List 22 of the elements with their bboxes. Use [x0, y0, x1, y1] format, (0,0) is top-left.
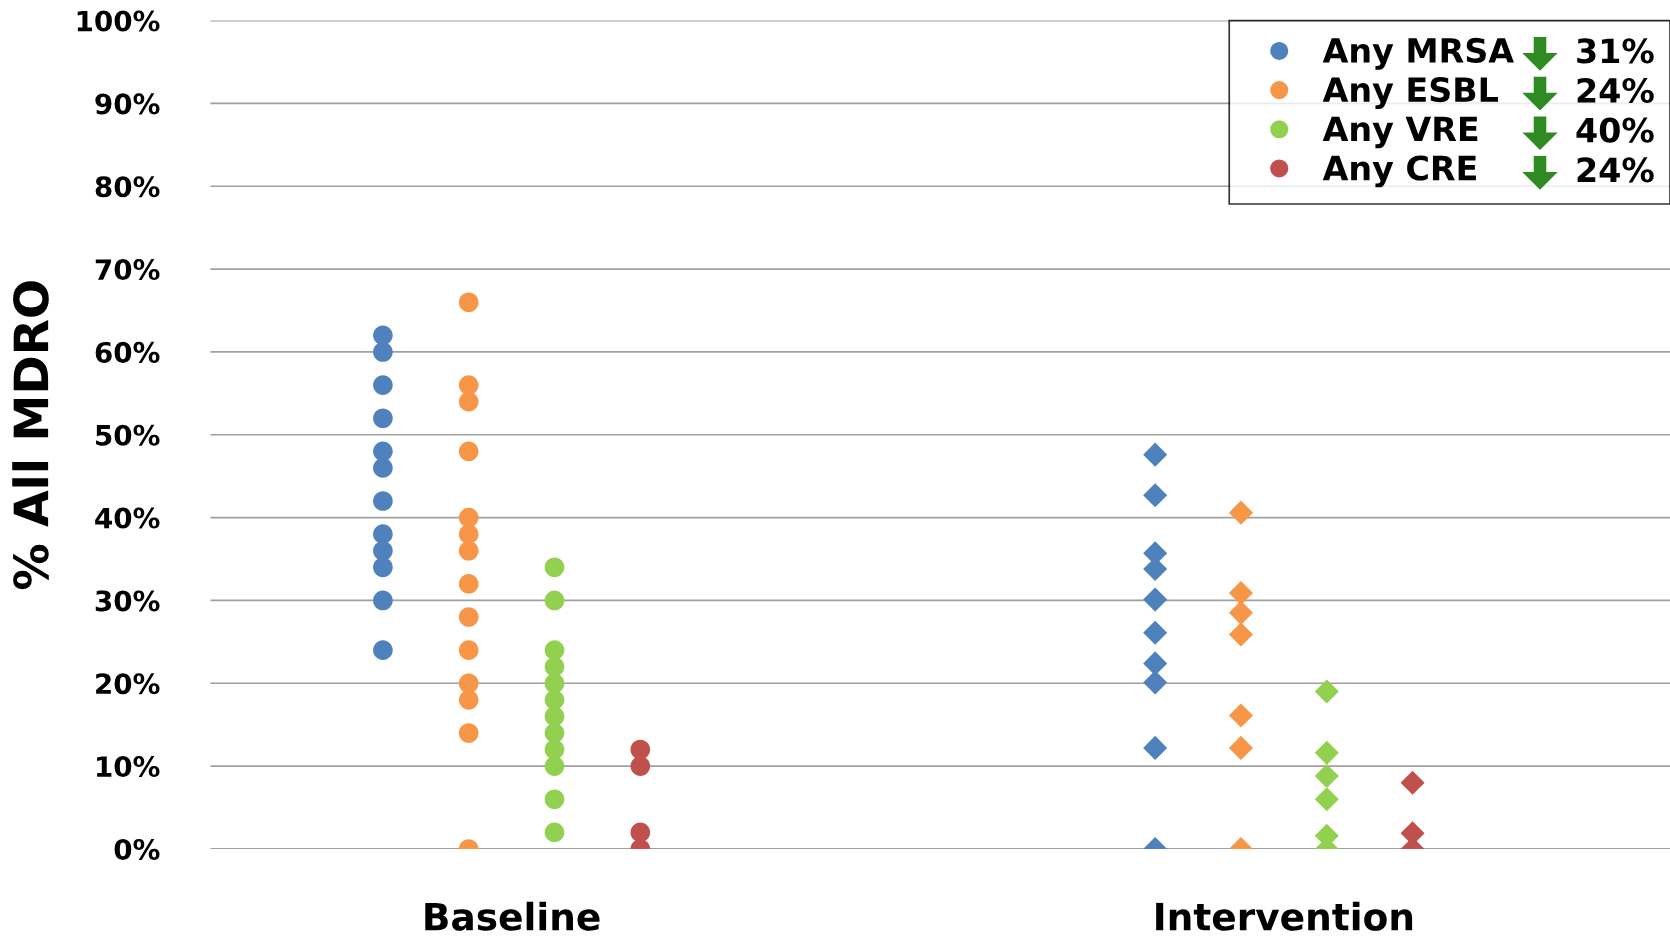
y-tick-label: 50%: [96, 424, 160, 446]
annotation: 31%: [1577, 38, 1654, 64]
y-axis-title: % All MDRO: [12, 281, 49, 590]
x-tick-label: Baseline: [425, 901, 600, 931]
legend-label: Any VRE: [1322, 116, 1478, 149]
y-tick-label: 40%: [95, 507, 160, 529]
y-tick-label: 60%: [95, 341, 160, 363]
y-tick-label: 20%: [96, 673, 160, 695]
legend-label: Any ESBL: [1322, 77, 1498, 109]
x-tick-label: Intervention: [1156, 901, 1413, 931]
y-tick-label: 30%: [95, 590, 160, 612]
y-tick-label: 10%: [97, 756, 160, 778]
y-tick-label: 100%: [77, 10, 160, 32]
legend-label: Any MRSA: [1322, 37, 1514, 70]
y-tick-label: 80%: [95, 176, 160, 198]
annotation: 40%: [1576, 117, 1654, 143]
y-tick-label: 90%: [95, 93, 160, 115]
y-tick-label: 0%: [114, 838, 160, 860]
annotation: 24%: [1577, 77, 1654, 104]
legend-label: Any CRE: [1322, 155, 1476, 188]
y-tick-label: 70%: [95, 259, 160, 281]
annotation: 24%: [1577, 157, 1654, 183]
